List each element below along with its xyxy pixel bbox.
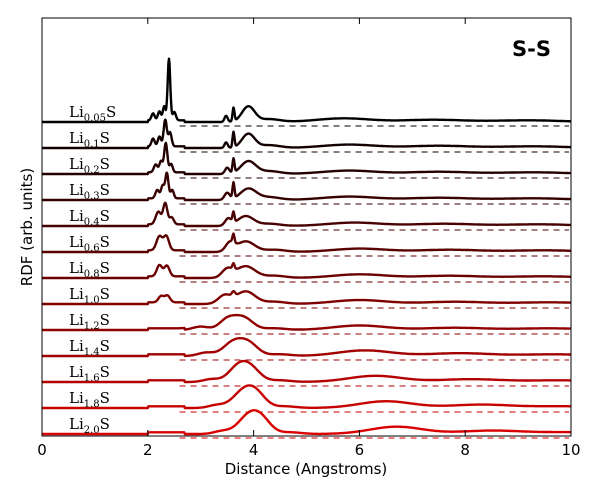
x-tick-label: 10 [561,441,580,459]
series-0.05 [41,57,572,127]
label-subscript: 0.6 [84,243,100,254]
series-label: Li0.3S [69,181,110,202]
label-tail: S [100,337,110,355]
series-labels: Li0.05SLi0.1SLi0.2SLi0.3SLi0.4SLi0.6SLi0… [69,103,116,436]
label-tail: S [100,207,110,225]
rdf-curve [41,118,572,150]
rdf-curve [41,171,572,202]
label-base: Li [69,181,84,199]
series-label: Li1.2S [69,311,110,332]
series-label: Li0.1S [69,129,110,150]
x-tick-label: 2 [143,441,153,459]
series-label: Li1.0S [69,285,110,306]
rdf-curve [41,313,572,332]
label-tail: S [100,415,110,433]
rdf-curve [41,359,572,384]
series-label: Li0.4S [69,207,110,228]
label-subscript: 1.4 [84,347,100,358]
chart-title: S-S [512,37,551,61]
rdf-curve [41,384,572,410]
label-base: Li [69,233,84,251]
series-lines [41,57,572,439]
x-axis-label: Distance (Angstroms) [225,460,388,478]
label-subscript: 0.4 [84,217,100,228]
label-tail: S [100,259,110,277]
label-tail: S [100,155,110,173]
series-label: Li2.0S [69,415,110,436]
label-tail: S [100,233,110,251]
label-base: Li [69,259,84,277]
label-tail: S [100,181,110,199]
rdf-curve [41,289,572,306]
series-0.6 [41,232,572,257]
label-subscript: 0.8 [84,269,100,280]
series-0.3 [41,171,572,205]
label-base: Li [69,363,84,381]
label-base: Li [69,129,84,147]
label-tail: S [100,389,110,407]
series-0.2 [41,141,572,179]
series-1.4 [41,337,572,361]
label-base: Li [69,311,84,329]
rdf-curve [41,261,572,280]
label-base: Li [69,285,84,303]
x-tick-label: 4 [249,441,259,459]
label-base: Li [69,155,84,173]
label-subscript: 0.05 [84,113,106,124]
rdf-curve [41,409,572,436]
series-0.4 [41,201,572,231]
x-tick-label: 0 [37,441,47,459]
label-base: Li [69,103,84,121]
series-1.2 [41,313,572,335]
series-label: Li1.4S [69,337,110,358]
series-label: Li0.8S [69,259,110,280]
series-label: Li0.6S [69,233,110,254]
rdf-curve [41,337,572,358]
label-subscript: 2.0 [84,425,100,436]
label-tail: S [100,363,110,381]
rdf-curve [41,57,572,124]
series-1.8 [41,384,572,413]
label-tail: S [100,311,110,329]
label-subscript: 0.1 [84,139,100,150]
label-base: Li [69,389,84,407]
rdf-curve [41,201,572,228]
label-tail: S [100,285,110,303]
label-subscript: 1.2 [84,321,100,332]
axis-ticks: 0 2 4 6 8 10 [37,18,581,459]
x-tick-label: 8 [460,441,470,459]
y-axis-label: RDF (arb. units) [18,168,36,286]
x-tick-label: 6 [355,441,365,459]
rdf-curve [41,141,572,176]
series-label: Li0.2S [69,155,110,176]
label-subscript: 1.6 [84,373,100,384]
series-0.8 [41,261,572,283]
label-base: Li [69,415,84,433]
label-subscript: 0.3 [84,191,100,202]
label-base: Li [69,337,84,355]
series-0.1 [41,118,572,153]
label-subscript: 1.0 [84,295,100,306]
label-subscript: 1.8 [84,399,100,410]
series-1.0 [41,289,572,309]
label-subscript: 0.2 [84,165,100,176]
plot-frame [41,17,572,437]
series-label: Li0.05S [69,103,116,124]
series-label: Li1.6S [69,363,110,384]
label-base: Li [69,207,84,225]
label-tail: S [106,103,116,121]
series-2.0 [41,409,572,439]
series-label: Li1.8S [69,389,110,410]
label-tail: S [100,129,110,147]
rdf-curve [41,232,572,254]
series-1.6 [41,359,572,387]
